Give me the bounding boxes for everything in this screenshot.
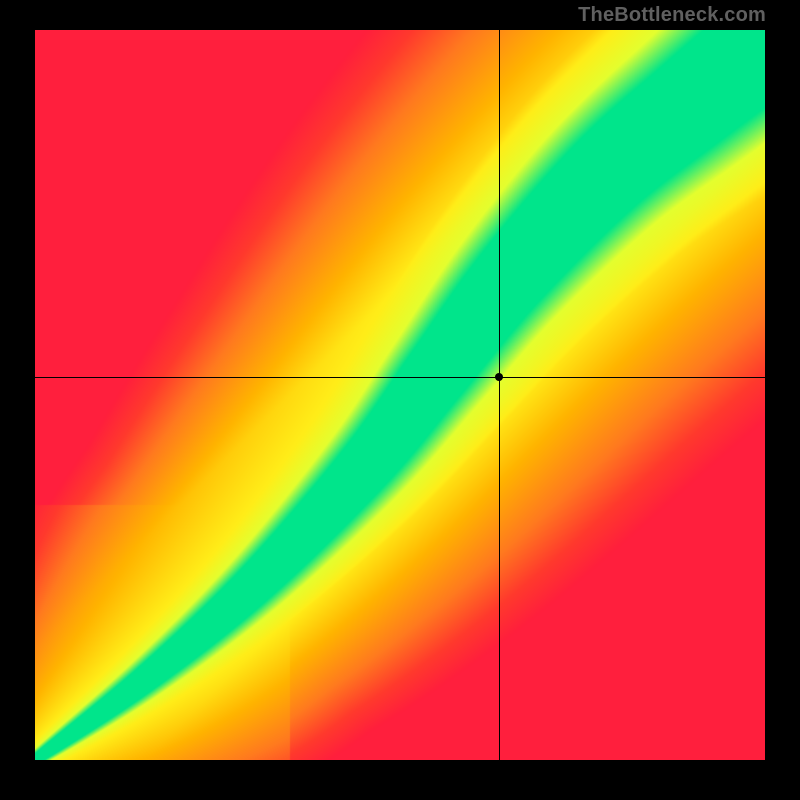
data-point-marker: [495, 373, 503, 381]
crosshair-horizontal: [35, 377, 765, 378]
figure-container: TheBottleneck.com: [0, 0, 800, 800]
attribution-text: TheBottleneck.com: [578, 4, 766, 27]
crosshair-vertical: [499, 30, 500, 760]
plot-area: [35, 30, 765, 760]
heatmap-canvas: [35, 30, 765, 760]
